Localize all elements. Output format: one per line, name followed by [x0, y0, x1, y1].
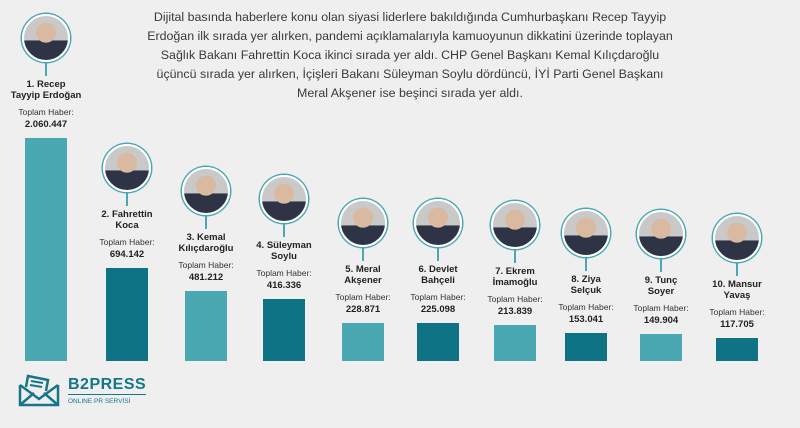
- b2press-logo: B2PRESS ONLINE PR SERVİSİ: [18, 373, 147, 407]
- leader-name: 7. Ekrem İmamoğlu: [492, 266, 538, 288]
- connector-line: [514, 249, 516, 263]
- data-label: 2.060.447: [24, 119, 68, 130]
- chart-item: 1. Recep Tayyip Erdoğan Toplam Haber: 2.06…: [1, 14, 91, 361]
- connector-line: [126, 192, 128, 206]
- chart-item: 8. Ziya Selçuk Toplam Haber: 153.041: [541, 209, 631, 361]
- data-label: 225.098: [420, 304, 456, 315]
- chart-item: 2. Fahrettin Koca Toplam Haber: 694.142: [82, 144, 172, 361]
- leader-name: 1. Recep Tayyip Erdoğan: [10, 79, 82, 101]
- data-label: 153.041: [568, 314, 604, 325]
- data-label: 694.142: [109, 249, 145, 260]
- chart-item: 3. Kemal Kılıçdaroğlu Toplam Haber: 481.21…: [161, 167, 251, 361]
- connector-line: [45, 62, 47, 76]
- brand-tagline: ONLINE PR SERVİSİ: [68, 397, 131, 405]
- leader-photo: [637, 210, 685, 258]
- data-label: 117.705: [720, 319, 754, 330]
- value-caption: Toplam Haber:: [335, 292, 391, 302]
- envelope-icon: [18, 374, 60, 407]
- leader-photo: [562, 209, 610, 257]
- bar: [417, 323, 459, 361]
- leader-photo: [491, 201, 539, 249]
- brand-name: B2PRESS: [68, 375, 147, 395]
- value-caption: Toplam Haber:: [709, 307, 765, 317]
- data-label: 228.871: [345, 304, 381, 315]
- bar: [640, 334, 682, 361]
- data-label: 481.212: [188, 272, 224, 283]
- chart-item: 9. Tunç Soyer Toplam Haber: 149.904: [616, 210, 706, 361]
- bar: [185, 291, 227, 361]
- chart-item: 10. Mansur Yavaş Toplam Haber: 117.705: [692, 214, 782, 361]
- value-caption: Toplam Haber:: [633, 303, 689, 313]
- chart-item: 7. Ekrem İmamoğlu Toplam Haber: 213.839: [470, 201, 560, 361]
- bar: [565, 333, 607, 361]
- leader-photo: [22, 14, 70, 62]
- data-label: 149.904: [643, 315, 679, 326]
- connector-line: [283, 223, 285, 237]
- leader-name: 3. Kemal Kılıçdaroğlu: [178, 232, 234, 254]
- value-caption: Toplam Haber:: [256, 268, 312, 278]
- leader-name: 6. Devlet Bahçeli: [418, 264, 458, 286]
- bar: [25, 138, 67, 361]
- bar: [106, 268, 148, 361]
- value-caption: Toplam Haber:: [487, 294, 543, 304]
- data-label: 213.839: [497, 306, 533, 317]
- leader-name: 8. Ziya Selçuk: [570, 274, 602, 296]
- connector-line: [362, 247, 364, 261]
- leader-name: 9. Tunç Soyer: [644, 275, 678, 297]
- connector-line: [437, 247, 439, 261]
- leader-name: 4. Süleyman Soylu: [256, 240, 312, 262]
- leader-photo: [339, 199, 387, 247]
- leader-name: 2. Fahrettin Koca: [101, 209, 153, 231]
- connector-line: [660, 258, 662, 272]
- connector-line: [736, 262, 738, 276]
- leader-photo: [103, 144, 151, 192]
- bar: [716, 338, 758, 361]
- value-caption: Toplam Haber:: [99, 237, 155, 247]
- value-caption: Toplam Haber:: [558, 302, 614, 312]
- leader-photo: [713, 214, 761, 262]
- value-caption: Toplam Haber:: [410, 292, 466, 302]
- bar: [263, 299, 305, 361]
- connector-line: [205, 215, 207, 229]
- bar: [342, 323, 384, 361]
- leader-name: 5. Meral Akşener: [344, 264, 382, 286]
- intro-text: Dijital basında haberlere konu olan siya…: [147, 10, 673, 100]
- leader-name: 10. Mansur Yavaş: [712, 279, 762, 301]
- leader-photo: [182, 167, 230, 215]
- value-caption: Toplam Haber:: [18, 107, 74, 117]
- chart-item: 5. Meral Akşener Toplam Haber: 228.871: [318, 199, 408, 361]
- leader-photo: [414, 199, 462, 247]
- bar: [494, 325, 536, 361]
- data-label: 416.336: [266, 280, 302, 291]
- chart-item: 4. Süleyman Soylu Toplam Haber: 416.336: [239, 175, 329, 361]
- connector-line: [585, 257, 587, 271]
- leader-photo: [260, 175, 308, 223]
- value-caption: Toplam Haber:: [178, 260, 234, 270]
- chart-item: 6. Devlet Bahçeli Toplam Haber: 225.098: [393, 199, 483, 361]
